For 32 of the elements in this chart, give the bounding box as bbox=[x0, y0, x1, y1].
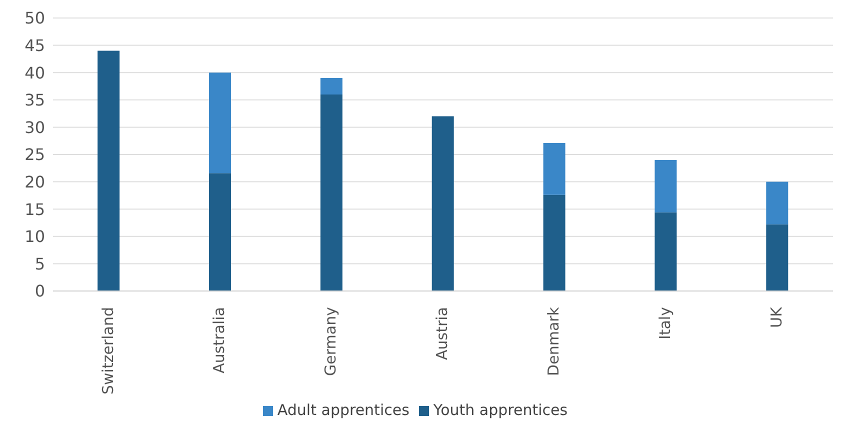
y-tick-label: 45 bbox=[24, 36, 45, 55]
bar bbox=[654, 212, 677, 291]
y-tick-label: 10 bbox=[24, 227, 45, 246]
y-tick-label: 5 bbox=[34, 254, 45, 274]
bar bbox=[766, 182, 788, 224]
legend-label: Youth apprentices bbox=[433, 401, 568, 419]
bar bbox=[654, 160, 677, 212]
x-tick-label: Australia bbox=[210, 307, 228, 374]
bar bbox=[766, 224, 788, 291]
x-tick-label: Italy bbox=[656, 306, 674, 340]
bar bbox=[209, 173, 231, 291]
bar bbox=[543, 143, 566, 195]
legend-label: Adult apprentices bbox=[277, 401, 410, 419]
y-tick-label: 40 bbox=[24, 63, 45, 82]
bar bbox=[543, 194, 566, 291]
bar bbox=[432, 116, 454, 291]
x-tick-label: Germany bbox=[322, 306, 340, 376]
bar bbox=[98, 50, 120, 291]
bar bbox=[209, 72, 231, 174]
bar bbox=[320, 78, 342, 94]
y-tick-label: 0 bbox=[34, 282, 45, 301]
y-tick-label: 15 bbox=[24, 200, 45, 219]
x-tick-label: Switzerland bbox=[98, 307, 117, 394]
y-tick-label: 20 bbox=[24, 172, 45, 192]
x-tick-label: Austria bbox=[433, 307, 452, 360]
y-tick-label: 30 bbox=[24, 118, 45, 137]
x-tick-label: Denmark bbox=[544, 306, 563, 376]
x-tick-label: UK bbox=[767, 306, 786, 328]
y-tick-label: 50 bbox=[24, 8, 45, 28]
y-tick-label: 35 bbox=[24, 90, 45, 110]
bar bbox=[320, 94, 342, 291]
y-tick-label: 25 bbox=[24, 145, 45, 164]
